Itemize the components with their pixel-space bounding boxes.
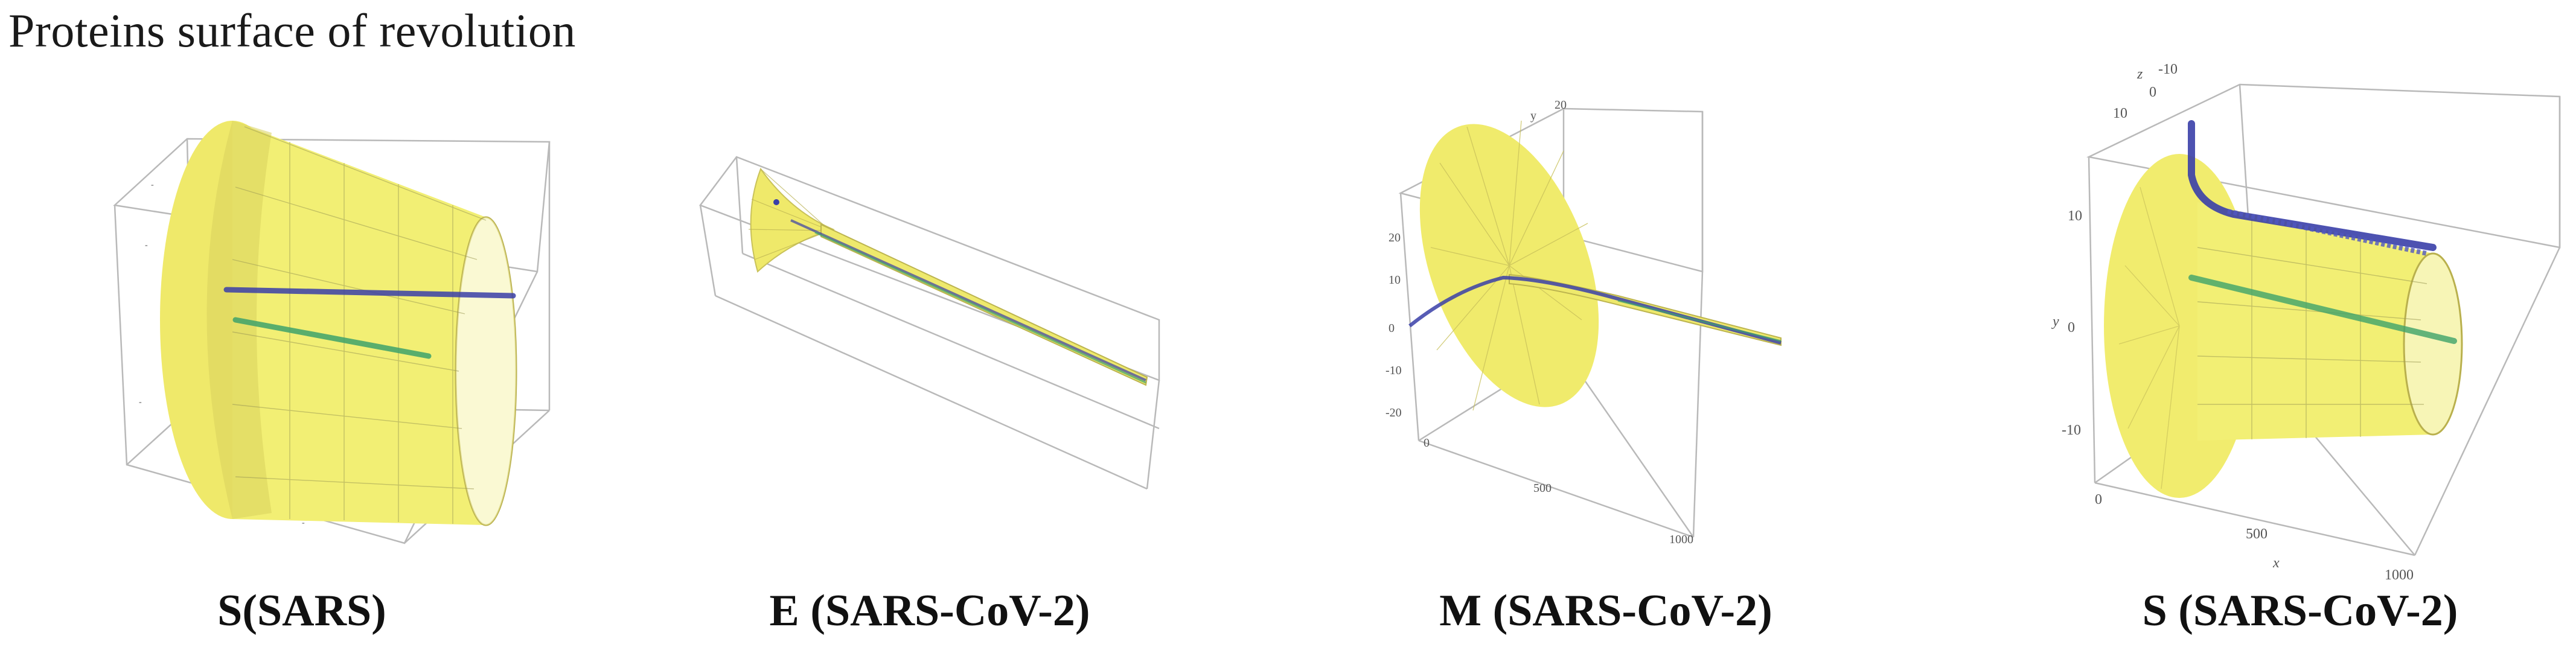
m-tick-y-top: y bbox=[1530, 109, 1536, 123]
s-tick-x-500: 500 bbox=[2246, 526, 2268, 542]
m-tick-x-500: 500 bbox=[1533, 482, 1552, 495]
panel-m-sars-cov-2: 20 y 20 10 0 -10 -20 0 500 1000 bbox=[1364, 66, 1859, 573]
surface-plot-m: 20 y 20 10 0 -10 -20 0 500 1000 bbox=[1385, 98, 1782, 546]
svg-text:-: - bbox=[139, 398, 142, 407]
s-tick-y-0: 0 bbox=[2068, 320, 2075, 336]
figure-title: Proteins surface of revolution bbox=[8, 4, 576, 57]
caption-s-sars: S(SARS) bbox=[217, 586, 386, 636]
m-tick-10: 10 bbox=[1389, 273, 1401, 287]
s-tick-x-0: 0 bbox=[2095, 492, 2102, 508]
surface-plot-e bbox=[699, 156, 1160, 490]
svg-text:-: - bbox=[145, 241, 148, 250]
s-tick-z-minus10: -10 bbox=[2158, 62, 2178, 77]
s-tick-z-label: z bbox=[2137, 66, 2143, 82]
s-tick-z-0: 0 bbox=[2149, 84, 2156, 100]
s-tick-y-10: 10 bbox=[2068, 208, 2082, 224]
s-tick-y-minus10: -10 bbox=[2062, 422, 2081, 438]
s-tick-x-1000: 1000 bbox=[2385, 567, 2414, 583]
s-tick-z-10: 10 bbox=[2113, 106, 2127, 121]
caption-e: E (SARS-CoV-2) bbox=[769, 586, 1090, 636]
m-tick-20: 20 bbox=[1389, 231, 1401, 244]
svg-text:-: - bbox=[151, 180, 154, 190]
surface-plot-s-cov2: z -10 10 0 10 y 0 -10 0 500 x 1000 bbox=[2051, 62, 2561, 583]
m-tick-minus-20: -20 bbox=[1385, 406, 1402, 419]
m-tick-minus-10: -10 bbox=[1385, 364, 1402, 377]
m-tick-z-20: 20 bbox=[1555, 98, 1567, 112]
panel-s-sars-cov-2: z -10 10 0 10 y 0 -10 0 500 x 1000 bbox=[2051, 62, 2572, 583]
panel-s-sars: - - - - bbox=[91, 66, 574, 573]
m-tick-x-0: 0 bbox=[1424, 436, 1430, 450]
surface-plot-s-sars: - - - - bbox=[113, 121, 551, 544]
panel-e-sars-cov-2 bbox=[699, 66, 1183, 573]
caption-m: M (SARS-CoV-2) bbox=[1439, 586, 1772, 636]
m-tick-x-1000: 1000 bbox=[1669, 533, 1693, 546]
caption-s-cov2: S (SARS-CoV-2) bbox=[2142, 586, 2458, 636]
svg-text:-: - bbox=[302, 518, 305, 527]
s-tick-y-label: y bbox=[2051, 314, 2059, 330]
m-tick-0: 0 bbox=[1389, 322, 1395, 335]
s-tick-x-label: x bbox=[2272, 555, 2280, 571]
